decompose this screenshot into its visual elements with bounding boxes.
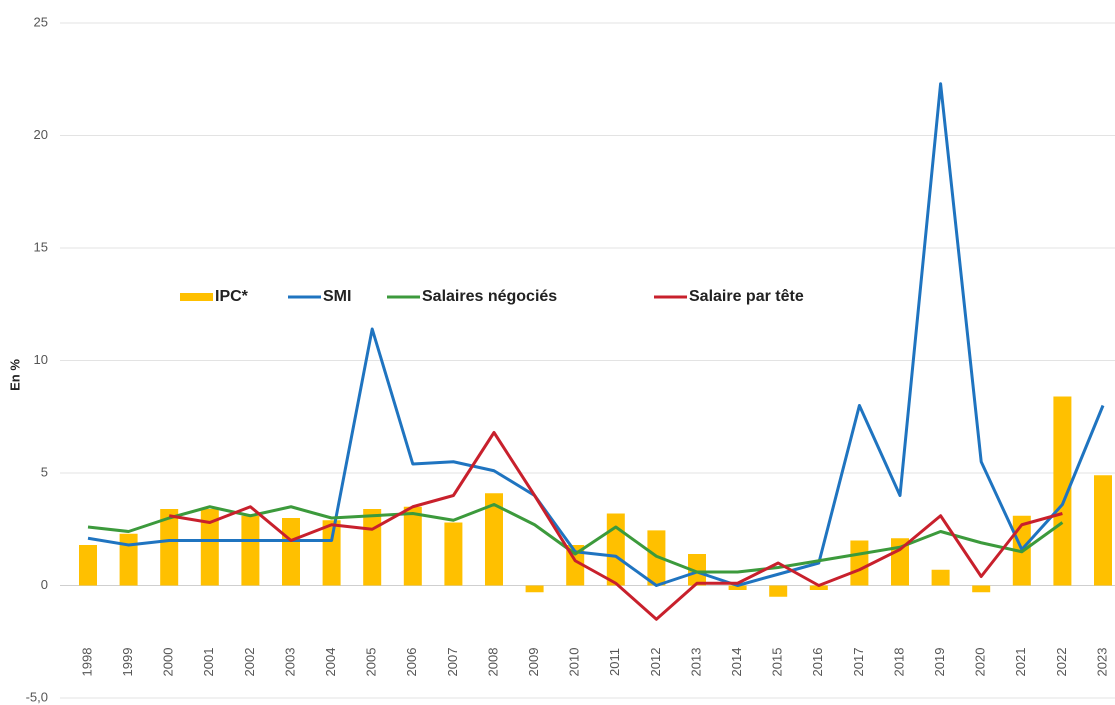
bar bbox=[200, 509, 219, 586]
y-tick-label: 25 bbox=[34, 14, 48, 29]
bar bbox=[119, 533, 138, 586]
x-tick-label: 2008 bbox=[485, 648, 500, 677]
x-tick-label: 2019 bbox=[932, 648, 947, 677]
y-tick-label: 0 bbox=[41, 577, 48, 592]
bar bbox=[485, 493, 503, 586]
bar bbox=[241, 515, 260, 586]
x-tick-label: 2021 bbox=[1013, 648, 1028, 677]
bar bbox=[282, 518, 300, 586]
bar bbox=[769, 585, 788, 597]
x-tick-label: 2023 bbox=[1094, 648, 1109, 677]
bar bbox=[606, 513, 625, 586]
x-tick-label: 2010 bbox=[567, 648, 582, 677]
line bbox=[168, 431, 1063, 621]
bar bbox=[850, 540, 869, 586]
bar bbox=[647, 530, 666, 586]
x-tick-label: 1999 bbox=[120, 648, 135, 677]
x-tick-label: 2018 bbox=[891, 648, 906, 677]
x-tick-label: 1998 bbox=[79, 648, 94, 677]
y-tick-label: 20 bbox=[34, 127, 48, 142]
x-tick-label: 2002 bbox=[242, 648, 257, 677]
x-tick-label: 2022 bbox=[1054, 648, 1069, 677]
y-tick-label: 10 bbox=[34, 352, 48, 367]
x-tick-label: 2014 bbox=[729, 648, 744, 677]
legend-label: SMI bbox=[323, 288, 351, 305]
x-tick-label: 2006 bbox=[404, 648, 419, 677]
bar bbox=[972, 585, 991, 593]
x-tick-label: 2016 bbox=[810, 648, 825, 677]
y-tick-label: 15 bbox=[34, 239, 48, 254]
legend-label: IPC* bbox=[215, 288, 249, 305]
bar bbox=[160, 509, 179, 586]
line bbox=[87, 503, 1064, 574]
x-tick-label: 2013 bbox=[688, 648, 703, 677]
x-tick-label: 2017 bbox=[851, 648, 866, 677]
line bbox=[87, 82, 1105, 587]
bar bbox=[444, 522, 463, 586]
x-tick-label: 2012 bbox=[648, 648, 663, 677]
x-tick-label: 2000 bbox=[161, 648, 176, 677]
y-tick-label: 5 bbox=[41, 464, 48, 479]
bar bbox=[1053, 396, 1072, 586]
bar bbox=[891, 538, 909, 586]
x-tick-label: 2009 bbox=[526, 648, 541, 677]
legend-label: Salaires négociés bbox=[422, 288, 557, 305]
x-tick-label: 2011 bbox=[607, 648, 622, 676]
x-tick-label: 2007 bbox=[445, 648, 460, 677]
x-tick-label: 2020 bbox=[973, 648, 988, 677]
bar bbox=[809, 585, 828, 590]
bar bbox=[688, 554, 706, 586]
y-tick-label: -5,0 bbox=[26, 689, 48, 704]
y-axis-label: En % bbox=[7, 359, 22, 391]
bar bbox=[79, 545, 97, 586]
x-tick-label: 2001 bbox=[201, 648, 216, 677]
x-tick-label: 2005 bbox=[364, 648, 379, 677]
legend-label: Salaire par tête bbox=[689, 288, 804, 305]
bar bbox=[403, 506, 422, 586]
bar bbox=[728, 585, 747, 590]
bar bbox=[1094, 475, 1112, 586]
x-tick-label: 2015 bbox=[770, 648, 785, 677]
x-tick-label: 2003 bbox=[282, 648, 297, 677]
bar bbox=[525, 585, 544, 593]
bar bbox=[322, 520, 341, 586]
bar bbox=[931, 569, 950, 586]
bar bbox=[363, 509, 382, 586]
x-tick-label: 2004 bbox=[323, 648, 338, 677]
